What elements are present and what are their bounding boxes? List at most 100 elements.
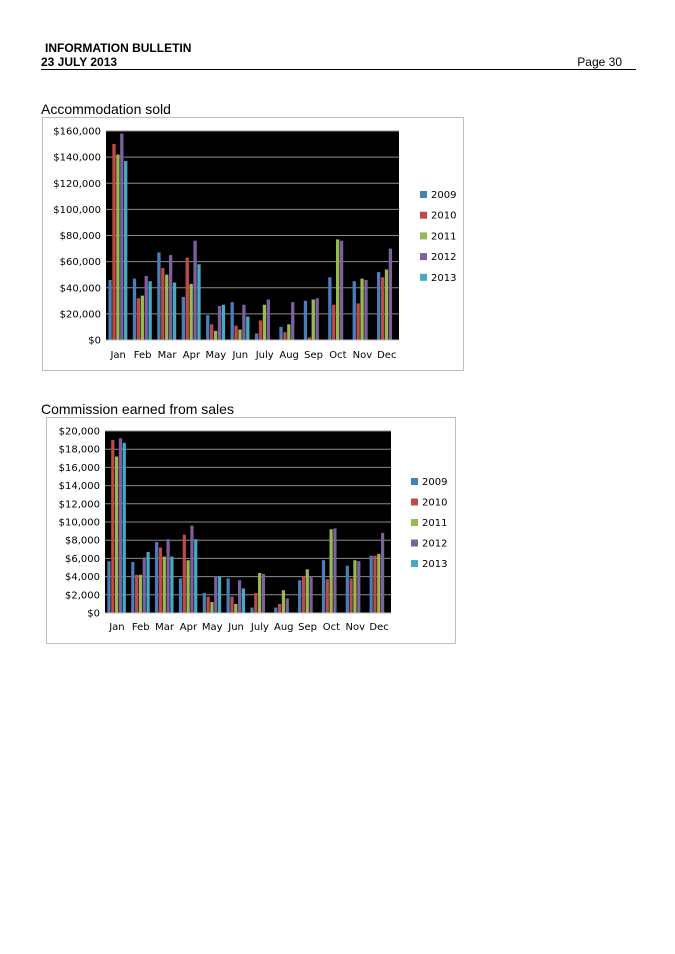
legend-label: 2009 [422, 477, 447, 488]
y-tick-label: $8,000 [65, 536, 100, 547]
bar-2010-may [206, 596, 210, 613]
bar-2010-jan [112, 144, 116, 340]
bar-2013-jun [241, 588, 246, 613]
bar-2010-mar [161, 268, 165, 340]
legend-swatch [420, 232, 427, 240]
bar-2012-jun [242, 304, 246, 340]
bar-2009-sep [298, 580, 302, 613]
bar-2010-jun [230, 596, 234, 613]
bar-2012-sep [309, 576, 313, 613]
x-tick-label: Jan [109, 350, 125, 361]
bar-2012-nov [364, 279, 368, 340]
legend-label: 2009 [431, 190, 456, 201]
bar-2013-feb [148, 281, 152, 340]
bar-2009-apr [181, 296, 185, 340]
x-tick-label: Mar [158, 350, 178, 361]
bar-2013-mar [172, 282, 177, 340]
bar-2012-feb [142, 557, 146, 613]
bar-2012-nov [357, 561, 361, 613]
bar-2012-aug [291, 302, 295, 340]
bar-2010-dec [380, 277, 385, 340]
y-tick-label: $80,000 [60, 231, 101, 242]
bar-2011-mar [162, 556, 166, 613]
legend-swatch [411, 560, 418, 567]
bar-2010-dec [373, 555, 377, 613]
bar-2012-apr [193, 240, 197, 340]
x-tick-label: Aug [274, 622, 294, 633]
bar-2010-feb [135, 574, 139, 613]
bar-2010-nov [349, 578, 353, 613]
x-tick-label: Oct [323, 622, 340, 633]
bar-2010-oct [332, 304, 336, 340]
bar-2013-jan [124, 161, 128, 340]
bar-2009-apr [178, 578, 183, 613]
bar-2012-may [217, 306, 222, 340]
bar-2009-aug [274, 607, 278, 613]
bar-2013-may [221, 304, 226, 340]
chart-1-svg: $0 $20,000 $40,000 $60,000 $80,000 $100,000 $1… [53, 127, 456, 362]
bar-2012-jan [118, 438, 123, 613]
bar-2011-aug [281, 590, 286, 613]
legend-label: 2012 [422, 539, 447, 550]
x-tick-label: Apr [180, 622, 198, 633]
bar-2009-feb [132, 278, 137, 340]
x-tick-label: July [255, 350, 274, 361]
bar-2011-dec [377, 553, 381, 613]
bar-2011-oct [329, 529, 333, 613]
legend-label: 2012 [431, 252, 456, 263]
bar-2009-july [254, 333, 259, 340]
bar-2012-feb [144, 275, 148, 340]
chart-2-panel: $0 $2,000 $4,000 $6,000 $8,000 $10,000 $12,000… [46, 417, 456, 644]
y-tick-label: $12,000 [59, 499, 100, 510]
y-tick-label: $120,000 [53, 179, 101, 190]
bar-2009-mar [157, 252, 161, 340]
legend-swatch [411, 539, 418, 547]
bar-2012-jan [120, 133, 124, 340]
legend-label: 2010 [422, 498, 447, 509]
bar-2009-oct [321, 560, 326, 613]
bar-2010-sep [301, 576, 306, 613]
legend-swatch [420, 211, 427, 219]
legend-swatch [411, 478, 418, 485]
y-tick-label: $2,000 [65, 590, 100, 601]
y-tick-label: $14,000 [59, 481, 100, 492]
y-tick-label: $0 [87, 609, 100, 620]
x-tick-label: Feb [134, 350, 152, 361]
bar-2011-jan [116, 154, 120, 340]
bar-2012-july [261, 573, 266, 613]
bar-2011-feb [140, 295, 144, 340]
x-tick-label: Jun [227, 622, 244, 633]
bar-2010-oct [325, 579, 329, 613]
bar-2009-may [202, 592, 206, 613]
y-tick-label: $140,000 [53, 153, 101, 164]
bar-2013-mar [170, 556, 174, 613]
bar-2012-may [214, 576, 218, 613]
bar-2013-apr [197, 264, 201, 340]
bar-2010-apr [185, 257, 189, 340]
bar-2011-dec [384, 269, 389, 340]
y-tick-label: $20,000 [60, 309, 101, 320]
bar-2011-july [262, 304, 267, 340]
x-tick-label: Aug [279, 350, 299, 361]
bar-2013-may [217, 576, 222, 613]
bar-2011-sep [311, 299, 315, 340]
legend-swatch [420, 273, 427, 281]
bar-2009-oct [328, 277, 332, 340]
bar-2010-nov [356, 303, 360, 340]
bar-2011-sep [305, 569, 309, 613]
y-tick-label: $18,000 [59, 445, 100, 456]
bar-2009-jun [230, 302, 234, 340]
bar-2012-dec [388, 248, 393, 340]
bar-2012-dec [380, 532, 385, 613]
y-tick-label: $10,000 [59, 518, 100, 529]
bar-2009-sep [303, 300, 308, 340]
bar-2009-july [250, 607, 254, 613]
bar-2009-mar [155, 542, 159, 613]
x-tick-label: Sep [304, 350, 323, 361]
y-tick-label: $0 [88, 336, 101, 347]
bar-2012-aug [285, 598, 289, 613]
bar-2013-apr [194, 539, 198, 613]
bar-2011-jan [115, 456, 119, 613]
bar-2009-nov [352, 281, 356, 340]
bar-2009-aug [279, 326, 283, 340]
